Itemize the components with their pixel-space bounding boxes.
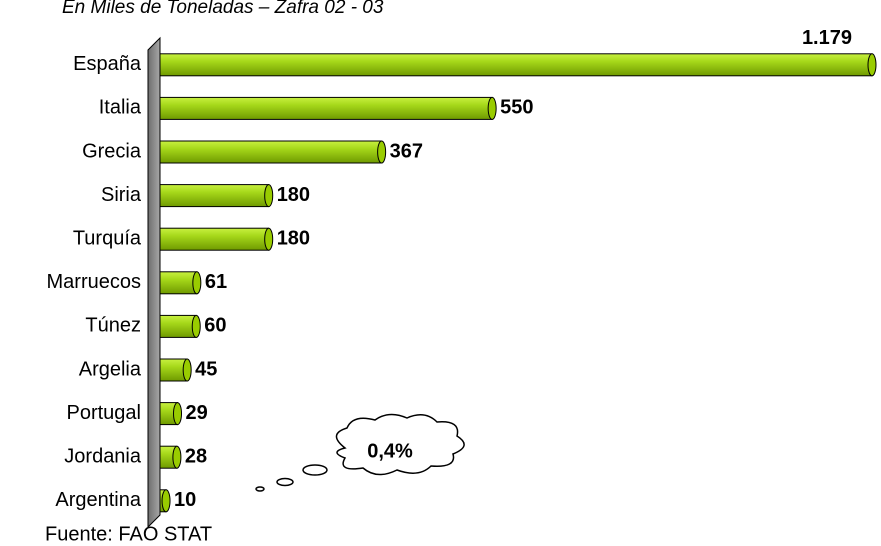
y-tick-label: Siria	[101, 184, 142, 206]
data-label: 60	[204, 315, 226, 337]
chart-title: En Miles de Toneladas – Zafra 02 - 03	[62, 0, 384, 18]
bar	[159, 184, 270, 208]
data-label: 45	[195, 358, 217, 380]
annotation: 0,4%	[367, 440, 413, 462]
bar-cap	[264, 227, 274, 251]
y-tick-label: Grecia	[82, 140, 142, 162]
y-tick-label: Argentina	[55, 489, 141, 511]
source-note: Fuente: FAO STAT	[45, 523, 212, 545]
y-tick-label: España	[73, 53, 142, 75]
bar-cap	[173, 402, 183, 426]
bar	[159, 227, 270, 251]
data-label: 29	[186, 402, 208, 424]
thought-cloud	[255, 413, 465, 492]
axis-wall	[147, 36, 161, 529]
bar	[159, 53, 873, 77]
bar-cap	[264, 184, 274, 208]
y-tick-label: Argelia	[79, 358, 142, 380]
bar	[159, 314, 197, 338]
data-label: 180	[277, 184, 310, 206]
bar-cap	[172, 445, 182, 469]
y-tick-label: Túnez	[85, 315, 141, 337]
y-tick-label: Turquía	[73, 227, 142, 249]
bar-cap	[191, 314, 201, 338]
y-tick-label: Italia	[99, 97, 142, 119]
bar	[159, 271, 198, 295]
bar-cap	[182, 358, 192, 382]
data-label: 550	[500, 97, 533, 119]
bar-cap	[867, 53, 877, 77]
data-label: 1.179	[802, 27, 852, 49]
bar-cap	[487, 96, 497, 120]
bar-cap	[192, 271, 202, 295]
data-label: 61	[205, 271, 227, 293]
data-label: 180	[277, 227, 310, 249]
data-label: 28	[185, 445, 207, 467]
bar-cap	[377, 140, 387, 164]
data-label: 367	[390, 140, 423, 162]
bar-cap	[161, 489, 171, 513]
bar	[159, 96, 493, 120]
y-tick-label: Jordania	[64, 445, 142, 467]
bar	[159, 140, 383, 164]
y-tick-label: Marruecos	[47, 271, 141, 293]
data-label: 10	[174, 489, 196, 511]
y-tick-label: Portugal	[67, 402, 142, 424]
